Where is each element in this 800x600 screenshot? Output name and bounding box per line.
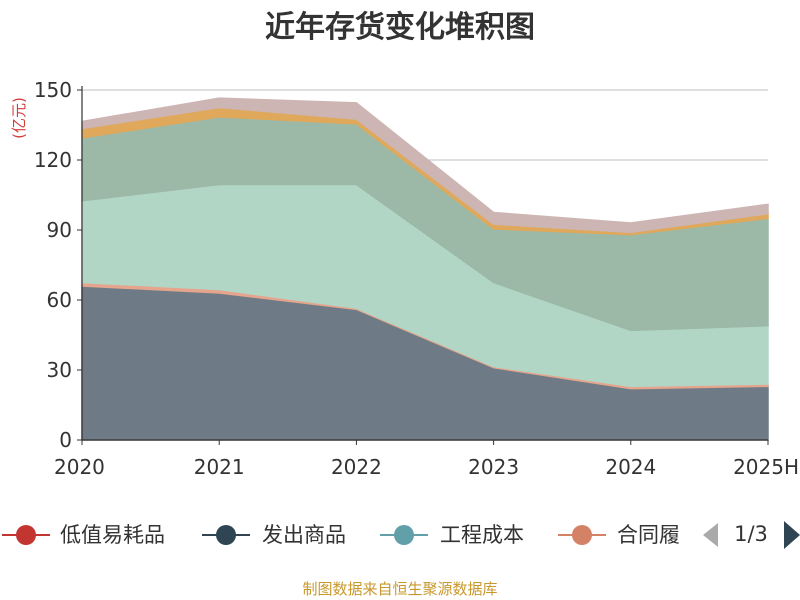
y-tick-label: 30 <box>47 358 72 382</box>
x-tick-label: 2024 <box>605 455 656 479</box>
legend-label: 合同履 <box>617 523 680 547</box>
y-tick-label: 120 <box>34 148 72 172</box>
legend-next-page-icon[interactable] <box>784 521 800 549</box>
y-tick-label: 150 <box>34 78 72 102</box>
x-tick-labels: 2020 2021 2022 2023 2024 2025H <box>54 455 799 479</box>
legend-pager: 1/3 <box>703 521 800 549</box>
legend-label: 低值易耗品 <box>60 523 165 547</box>
x-tick-label: 2023 <box>468 455 519 479</box>
x-tick-label: 2021 <box>194 455 245 479</box>
area-series <box>81 97 769 441</box>
x-tick-label: 2025H <box>733 455 799 479</box>
chart-title: 近年存货变化堆积图 <box>265 10 535 45</box>
legend-item[interactable]: 合同履 <box>558 523 680 547</box>
data-source-note: 制图数据来自恒生聚源数据库 <box>302 580 497 598</box>
legend-prev-page-icon[interactable] <box>703 523 718 547</box>
legend-label: 发出商品 <box>262 523 346 547</box>
legend: 低值易耗品 发出商品 工程成本 合同履 <box>2 523 680 547</box>
axes <box>77 86 769 445</box>
y-tick-labels: 0 30 60 90 120 150 <box>34 78 72 452</box>
y-axis-unit: (亿元) <box>10 97 28 139</box>
legend-item[interactable]: 工程成本 <box>380 523 524 547</box>
y-tick-label: 90 <box>47 218 72 242</box>
x-tick-label: 2022 <box>331 455 382 479</box>
legend-marker-icon <box>216 525 236 545</box>
legend-page-indicator: 1/3 <box>734 522 768 546</box>
y-tick-label: 0 <box>59 428 72 452</box>
y-tick-label: 60 <box>47 288 72 312</box>
legend-marker-icon <box>394 525 414 545</box>
legend-item[interactable]: 低值易耗品 <box>2 523 165 547</box>
legend-marker-icon <box>16 525 36 545</box>
area-series-6 <box>81 97 769 234</box>
legend-label: 工程成本 <box>440 523 524 547</box>
legend-marker-icon <box>572 525 592 545</box>
x-tick-label: 2020 <box>54 455 105 479</box>
legend-item[interactable]: 发出商品 <box>202 523 346 547</box>
